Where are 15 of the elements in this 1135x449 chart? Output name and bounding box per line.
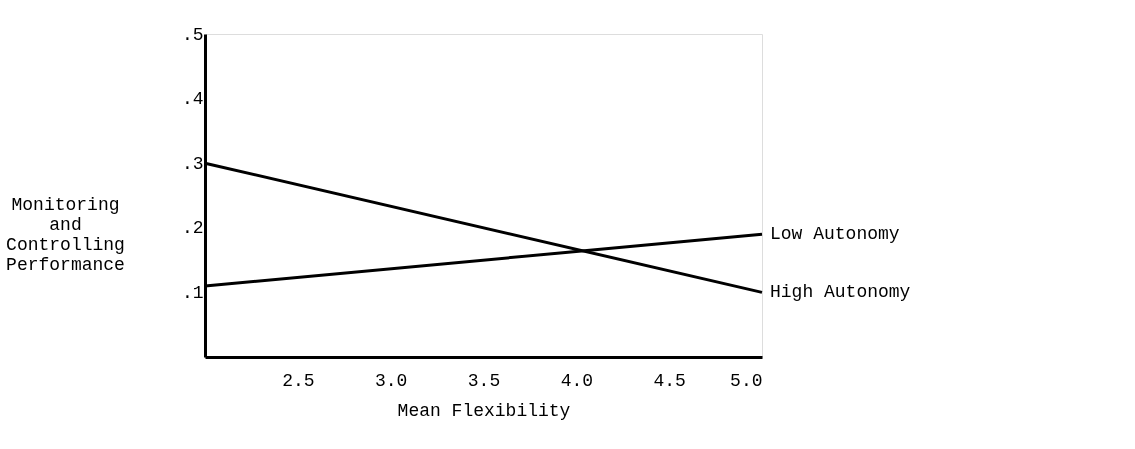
x-tick-label: 2.5: [282, 370, 315, 391]
x-tick-label: 4.0: [560, 370, 594, 391]
y-tick-label: .2: [181, 218, 204, 239]
x-tick-label: 5.0: [730, 370, 763, 391]
y-tick-label: .3: [181, 153, 204, 174]
series-label: High Autonomy: [770, 282, 911, 303]
x-tick-label: 3.5: [467, 370, 501, 391]
y-axis-title: Monitoring and Controlling Performance: [6, 194, 125, 275]
y-tick-label: .4: [181, 89, 204, 110]
y-tick-label: .1: [181, 282, 204, 303]
x-axis-title: Mean Flexibility: [397, 400, 571, 421]
series-label: Low Autonomy: [770, 224, 900, 245]
x-tick-label: 4.5: [653, 370, 686, 391]
x-tick-label: 3.0: [374, 370, 408, 391]
y-tick-label: .5: [181, 24, 204, 45]
